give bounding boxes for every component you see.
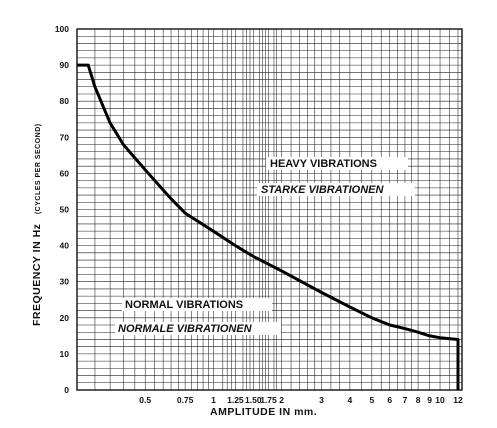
- x-tick-labels: 0.5 0.75 1 1.25 1.501.75 2 3 4 5 6 7 8 9 10 12: [139, 395, 463, 405]
- limit-curve-line: [77, 63, 460, 390]
- grid: [77, 28, 462, 391]
- x-tick-label: 1.75: [260, 395, 277, 405]
- y-tick-label: 0: [64, 385, 69, 395]
- y-tick-label: 100: [55, 24, 69, 34]
- x-tick-label: 0.5: [139, 395, 151, 405]
- y-tick-label: 30: [60, 277, 70, 287]
- y-tick-label: 60: [60, 168, 70, 178]
- y-axis-label-group: FREQUENCY IN Hz (CYCLES PER SECOND): [31, 123, 43, 326]
- y-tick-label: 50: [60, 205, 70, 215]
- plot-frame: [76, 28, 463, 391]
- x-tick-label: 5: [369, 395, 374, 405]
- x-tick-label: 12: [453, 395, 463, 405]
- normal-label-mask: [122, 298, 272, 311]
- x-tick-label: 2: [279, 395, 284, 405]
- x-tick-label: 1.50: [245, 395, 262, 405]
- y-tick-label: 80: [60, 96, 70, 106]
- normal-vibrations-label: NORMAL VIBRATIONS: [125, 299, 243, 311]
- x-tick-label: 1: [211, 395, 216, 405]
- heavy-vibrations-label: HEAVY VIBRATIONS: [270, 158, 377, 170]
- limit-curve: [77, 63, 460, 390]
- x-tick-label: 1.25: [227, 395, 244, 405]
- x-tick-label: 4: [347, 395, 352, 405]
- normale-vibrationen-label: NORMALE VIBRATIONEN: [118, 323, 253, 335]
- normale-label-mask: [115, 322, 281, 335]
- x-tick-label: 9: [427, 395, 432, 405]
- y-tick-label: 40: [60, 241, 70, 251]
- x-tick-label: 6: [387, 395, 392, 405]
- x-axis-label: AMPLITUDE IN mm.: [210, 406, 317, 418]
- starke-vibrationen-label: STARKE VIBRATIONEN: [261, 184, 384, 196]
- starke-label-mask: [257, 183, 415, 196]
- x-tick-label: 3: [319, 395, 324, 405]
- y-tick-label: 90: [60, 60, 70, 70]
- y-tick-label: 10: [60, 349, 70, 359]
- x-tick-label: 10: [435, 395, 445, 405]
- x-tick-label: 0.75: [177, 395, 194, 405]
- y-tick-labels: 0 10 20 30 40 50 60 70 80 90 100: [55, 24, 69, 395]
- y-tick-label: 20: [60, 313, 70, 323]
- x-tick-label: 8: [416, 395, 421, 405]
- x-tick-label: 7: [403, 395, 408, 405]
- y-tick-label: 70: [60, 132, 70, 142]
- y-axis-label: FREQUENCY IN Hz (CYCLES PER SECOND): [31, 123, 43, 326]
- heavy-label-mask: [266, 157, 408, 170]
